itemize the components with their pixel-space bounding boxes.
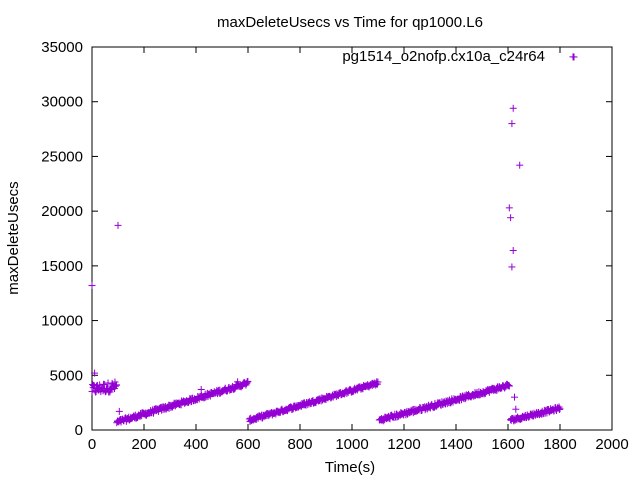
chart-title: maxDeleteUsecs vs Time for qp1000.L6 (217, 14, 483, 31)
data-point (509, 104, 517, 112)
x-tick-label: 1400 (439, 436, 472, 453)
y-axis-label: maxDeleteUsecs (5, 181, 22, 294)
data-point (507, 214, 515, 222)
y-tick-label: 20000 (41, 203, 83, 220)
data-point (509, 247, 517, 255)
x-tick-label: 2000 (595, 436, 628, 453)
data-point (505, 381, 513, 389)
x-tick-label: 1600 (491, 436, 524, 453)
data-point (105, 387, 113, 395)
x-tick-label: 800 (287, 436, 312, 453)
data-point (88, 282, 96, 290)
data-point (508, 120, 516, 128)
data-point (197, 386, 205, 394)
y-tick-label: 15000 (41, 258, 83, 275)
x-tick-label: 1000 (335, 436, 368, 453)
data-point (89, 381, 97, 389)
y-tick-label: 10000 (41, 313, 83, 330)
data-point (512, 405, 520, 413)
data-point (234, 378, 242, 386)
y-tick-label: 0 (75, 422, 83, 439)
legend: pg1514_o2nofp.cx10a_c24r64 (342, 48, 578, 65)
data-point (516, 161, 524, 169)
y-tick-label: 30000 (41, 94, 83, 111)
x-tick-label: 600 (235, 436, 260, 453)
x-axis: 0 200 400 600 800 1000 1200 1400 1600 1800 2000 (88, 47, 629, 453)
x-tick-label: 200 (131, 436, 156, 453)
data-point (92, 382, 100, 390)
data-point (505, 204, 513, 212)
data-point (555, 405, 563, 413)
data-point (114, 221, 122, 229)
y-tick-label: 35000 (41, 39, 83, 56)
legend-marker (570, 53, 578, 61)
data-point (115, 407, 123, 415)
data-point (101, 380, 109, 388)
data-point (374, 378, 382, 386)
data-points (88, 53, 577, 427)
x-tick-label: 1200 (387, 436, 420, 453)
y-axis: 0 5000 10000 15000 20000 25000 30000 35000 (41, 39, 612, 439)
data-point (505, 382, 513, 390)
data-point (91, 369, 99, 377)
data-point (244, 377, 252, 385)
data-point (111, 382, 119, 390)
x-tick-label: 400 (183, 436, 208, 453)
y-tick-label: 5000 (50, 367, 83, 384)
x-tick-label: 1800 (543, 436, 576, 453)
data-point (112, 381, 120, 389)
plot-frame (91, 46, 613, 431)
data-point (556, 405, 564, 413)
data-point (508, 263, 516, 271)
x-axis-label: Time(s) (325, 459, 375, 476)
data-point (511, 393, 518, 401)
legend-label: pg1514_o2nofp.cx10a_c24r64 (342, 48, 545, 65)
x-tick-label: 0 (88, 436, 96, 453)
y-tick-label: 25000 (41, 148, 83, 165)
